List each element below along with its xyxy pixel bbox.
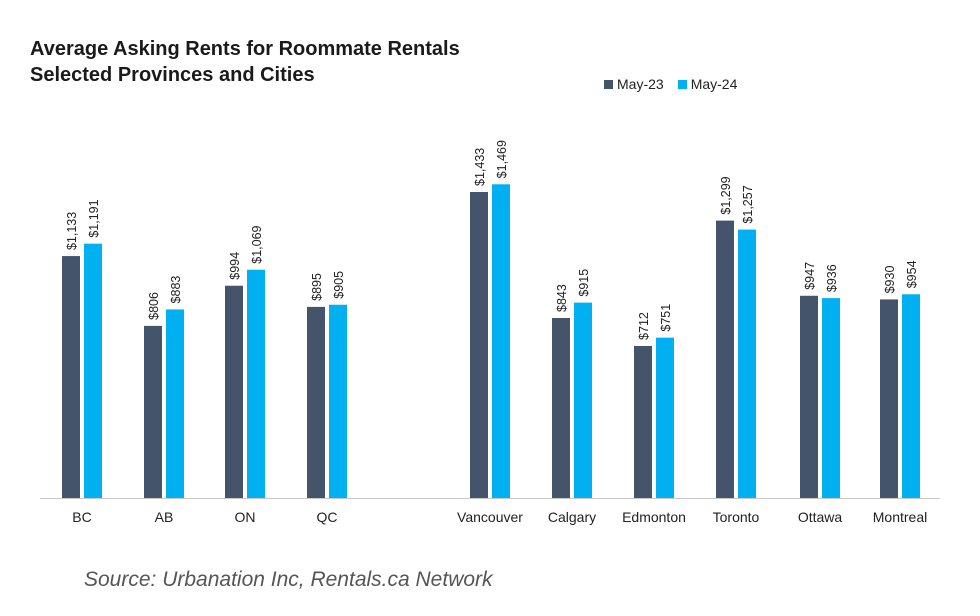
x-tick-label-edmonton: Edmonton [622,509,686,525]
data-label-may-23-vancouver: $1,433 [473,148,487,186]
data-label-may-23-montreal: $930 [883,266,897,294]
data-label-may-24-on: $1,069 [250,225,264,263]
bar-may-23-ottawa [800,295,818,498]
legend: May-23 May-24 [604,76,737,92]
data-label-may-23-calgary: $843 [555,284,569,312]
data-label-may-23-bc: $1,133 [65,212,79,250]
legend-swatch-may-23 [604,79,613,89]
legend-label-may-24: May-24 [690,76,738,92]
bar-may-23-edmonton [634,345,652,498]
bar-may-23-bc [62,256,80,498]
legend-swatch-may-24 [677,79,687,89]
x-tick-label-on: ON [235,509,256,525]
x-tick-label-toronto: Toronto [713,509,760,525]
legend-label-may-23: May-23 [617,76,664,92]
data-label-may-24-ab: $883 [169,276,183,304]
chart-title-line: Average Asking Rents for Roommate Rental… [30,38,460,60]
bar-may-23-ab [144,325,162,498]
source-note: Source: Urbanation Inc, Rentals.ca Netwo… [84,568,493,591]
chart-title: Average Asking Rents for Roommate Rental… [30,36,460,88]
data-label-may-23-qc: $895 [310,273,324,301]
bar-may-24-ab [166,309,184,498]
data-label-may-24-toronto: $1,257 [741,185,755,223]
data-label-may-24-edmonton: $751 [659,304,673,332]
bar-may-24-calgary [574,302,592,498]
legend-item-may-23: May-23 [604,76,664,92]
bar-may-23-montreal [880,299,898,498]
bar-may-23-on [225,285,243,498]
data-label-may-24-bc: $1,191 [87,199,101,237]
x-tick-label-montreal: Montreal [873,509,927,525]
bar-may-24-qc [329,304,347,498]
data-label-may-23-ab: $806 [147,292,161,320]
x-tick-label-ottawa: Ottawa [798,509,843,525]
data-label-may-24-qc: $905 [332,271,346,299]
data-label-may-24-montreal: $954 [905,260,919,288]
bar-may-24-toronto [738,229,756,498]
bar-may-24-ottawa [822,298,840,498]
data-label-may-24-ottawa: $936 [825,264,839,292]
x-tick-label-bc: BC [72,509,91,525]
bar-may-23-calgary [552,317,570,498]
bar-may-24-edmonton [656,337,674,498]
data-label-may-24-vancouver: $1,469 [495,140,509,178]
bar-may-24-vancouver [492,184,510,499]
data-label-may-24-calgary: $915 [577,269,591,297]
x-tick-label-calgary: Calgary [548,509,596,525]
bar-may-23-toronto [716,220,734,499]
bar-may-23-qc [307,306,325,498]
data-label-may-23-edmonton: $712 [637,312,651,340]
bar-may-24-on [247,269,265,498]
bar-may-24-montreal [902,294,920,498]
legend-item-may-24: May-24 [677,76,738,92]
x-tick-label-vancouver: Vancouver [457,509,523,525]
x-tick-label-ab: AB [155,509,174,525]
x-tick-label-qc: QC [317,509,338,525]
data-label-may-23-on: $994 [228,252,242,280]
bar-may-24-bc [84,243,102,498]
bar-may-23-vancouver [470,192,488,498]
chart-subtitle: Selected Provinces and Cities [30,64,315,86]
data-label-may-23-ottawa: $947 [803,262,817,290]
data-label-may-23-toronto: $1,299 [719,176,733,214]
